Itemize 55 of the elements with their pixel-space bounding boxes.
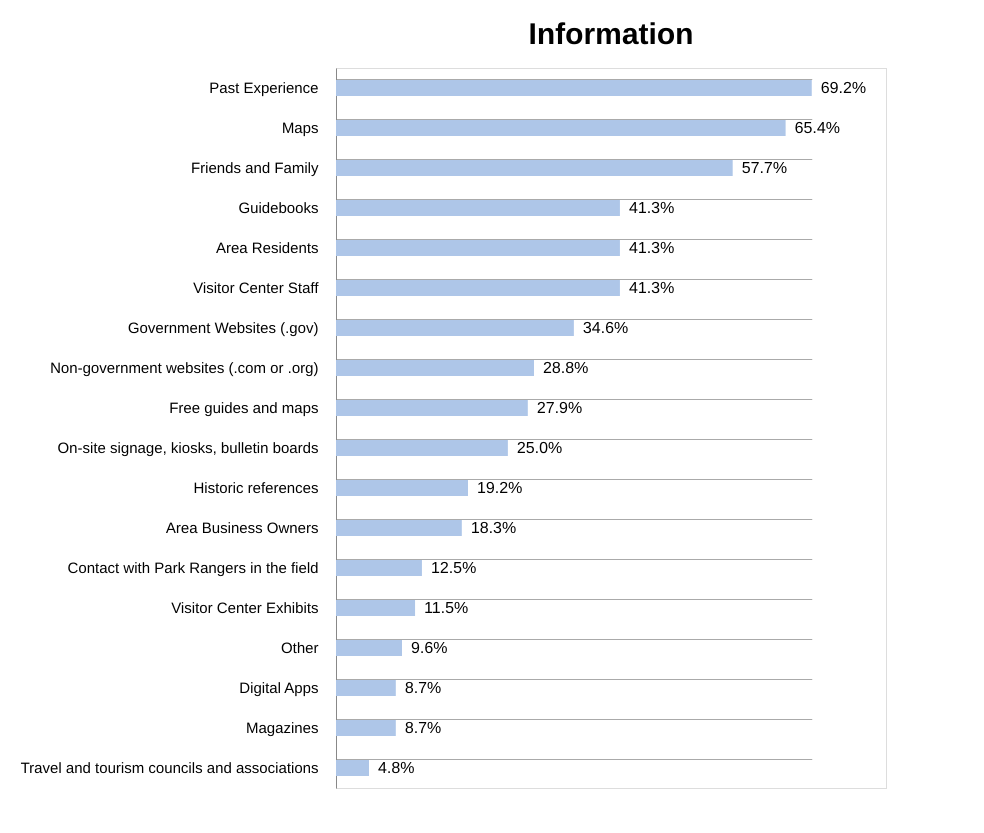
- y-tick-label: Contact with Park Rangers in the field: [68, 560, 318, 577]
- y-tick-label: Magazines: [246, 720, 318, 737]
- bar: [336, 400, 528, 416]
- y-tick-label: Government Websites (.gov): [128, 320, 318, 337]
- y-tick-label: Free guides and maps: [169, 400, 318, 417]
- data-label: 4.8%: [378, 760, 414, 777]
- y-tick-label: Non-government websites (.com or .org): [50, 360, 318, 377]
- data-label: 69.2%: [820, 80, 866, 97]
- data-label: 34.6%: [582, 320, 628, 337]
- y-tick-label: Other: [280, 640, 319, 657]
- data-label: 9.6%: [411, 640, 448, 657]
- y-tick-label: Visitor Center Exhibits: [171, 600, 318, 617]
- bar: [336, 760, 369, 776]
- data-label: 8.7%: [404, 720, 442, 737]
- y-tick-label: Historic references: [193, 480, 318, 497]
- data-label: 41.3%: [628, 240, 674, 257]
- bar: [336, 600, 416, 616]
- bar: [336, 120, 786, 136]
- data-label: 41.3%: [628, 200, 674, 217]
- y-tick-label: Area Residents: [216, 240, 318, 257]
- chart-title: Information: [528, 18, 694, 51]
- data-label: 65.4%: [794, 120, 840, 137]
- y-tick-label: Travel and tourism councils and associations: [20, 760, 318, 777]
- data-label: 41.3%: [628, 280, 674, 297]
- bar: [336, 200, 620, 216]
- data-label: 18.3%: [470, 520, 516, 537]
- y-tick-label: Area Business Owners: [166, 520, 318, 537]
- bar: [336, 440, 508, 456]
- data-label: 25.0%: [516, 440, 562, 457]
- data-label: 27.9%: [536, 400, 582, 417]
- y-tick-label: Visitor Center Staff: [193, 280, 320, 297]
- bar: [336, 520, 462, 536]
- bar: [336, 280, 620, 296]
- data-label: 12.5%: [430, 560, 476, 577]
- y-tick-label: On-site signage, kiosks, bulletin boards: [58, 440, 318, 457]
- bar: [336, 160, 733, 176]
- bar: [336, 240, 620, 256]
- bar: [336, 320, 574, 336]
- y-tick-label: Digital Apps: [239, 680, 318, 697]
- y-tick-label: Past Experience: [209, 80, 318, 97]
- bar: [336, 360, 534, 376]
- y-tick-label: Guidebooks: [238, 200, 318, 217]
- bar: [336, 80, 812, 96]
- bar: [336, 680, 396, 696]
- data-label: 57.7%: [742, 160, 788, 177]
- bar: [336, 560, 422, 576]
- bar: [336, 480, 468, 496]
- data-label: 19.2%: [477, 480, 522, 497]
- data-label: 8.7%: [404, 680, 442, 697]
- bar: [336, 640, 402, 656]
- y-tick-label: Maps: [282, 120, 318, 137]
- data-label: 11.5%: [424, 600, 468, 617]
- y-tick-label: Friends and Family: [190, 160, 319, 177]
- bar: [336, 720, 396, 736]
- data-label: 28.8%: [543, 360, 588, 377]
